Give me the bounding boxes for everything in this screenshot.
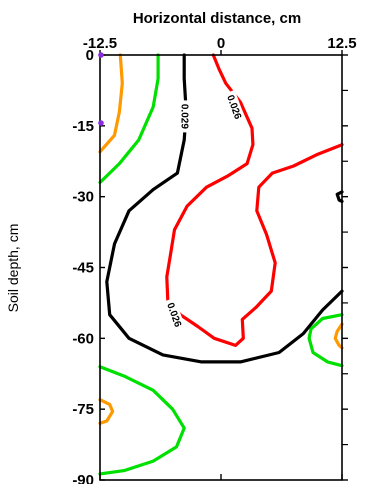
y-axis-title: Soil depth, cm xyxy=(5,224,21,313)
plot-frame xyxy=(99,54,343,481)
y-tick-label: -30 xyxy=(72,189,94,206)
x-tick-label: 0 xyxy=(217,35,225,52)
x-axis-ticks: -12.5 0 12.5 xyxy=(83,35,357,480)
x-axis-title: Horizontal distance, cm xyxy=(133,10,301,27)
contour-label: 0.026 xyxy=(224,94,243,122)
data-marker-left xyxy=(98,120,104,126)
x-tick-label: 12.5 xyxy=(327,35,356,52)
contour-label-bg xyxy=(179,100,192,133)
y-tick-label: 0 xyxy=(86,47,94,64)
contour-line xyxy=(333,322,344,350)
y-tick-label: -45 xyxy=(72,260,94,277)
contour-line xyxy=(105,53,344,364)
y-axis-ticks: 0 -15 -30 -45 -60 -75 -90 xyxy=(72,47,348,484)
x-tick-label: -12.5 xyxy=(83,35,117,52)
contour-label-bg xyxy=(223,89,246,125)
contour-label: 0.026 xyxy=(164,301,183,329)
contour-line xyxy=(98,53,160,185)
y-tick-label: -15 xyxy=(72,118,94,135)
contour-line xyxy=(98,398,115,425)
contour-line xyxy=(98,365,186,476)
contour-line xyxy=(98,53,124,154)
y-tick-label: -75 xyxy=(72,401,94,418)
contour-label-bg xyxy=(163,297,186,332)
y-tick-label: -90 xyxy=(72,472,94,484)
data-marker-top xyxy=(98,52,104,58)
contour-line xyxy=(335,190,344,203)
contour-label: 0.029 xyxy=(179,104,190,129)
contour-labels: 0.029 0.026 0.026 xyxy=(163,89,246,332)
contour-line xyxy=(307,313,344,368)
contour-lines xyxy=(98,53,344,476)
y-tick-label: -60 xyxy=(72,330,94,347)
contour-line xyxy=(165,53,344,347)
